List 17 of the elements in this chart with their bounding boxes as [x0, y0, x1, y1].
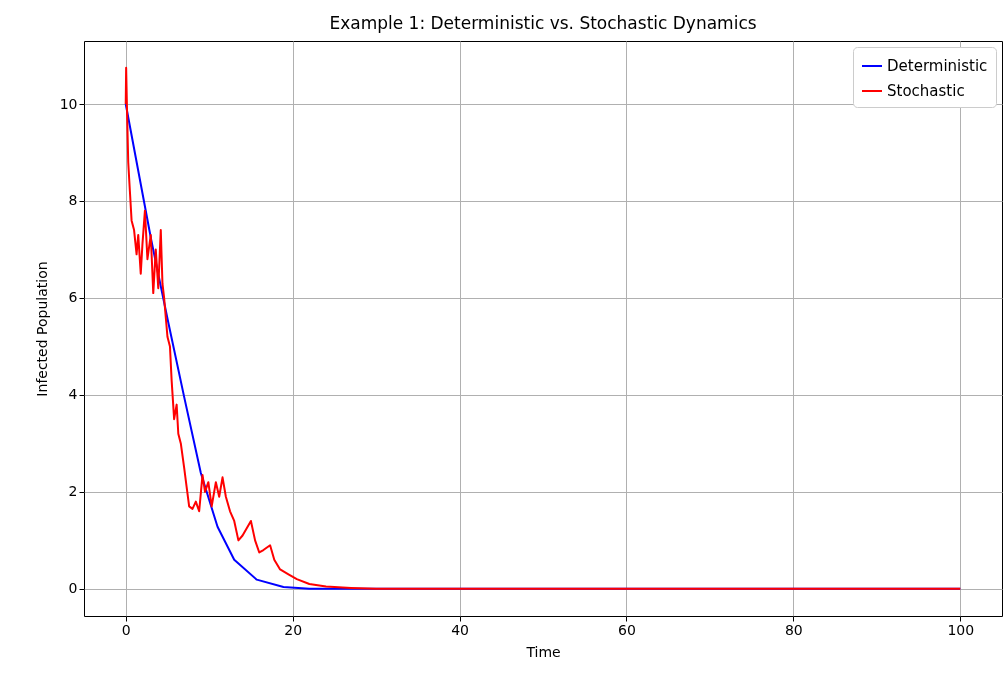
legend-label: Deterministic [887, 57, 988, 75]
x-axis-title: Time [525, 643, 561, 660]
y-tick-label: 6 [68, 289, 78, 306]
x-tick-label: 60 [618, 621, 636, 638]
x-tick-label: 20 [284, 621, 303, 638]
legend-label: Stochastic [887, 82, 965, 100]
y-tick-label: 10 [59, 95, 78, 112]
x-tick-label: 80 [784, 621, 803, 638]
y-tick-label: 4 [68, 386, 78, 403]
x-tick-label: 100 [947, 621, 975, 638]
chart-title: Example 1: Deterministic vs. Stochastic Dynamics [329, 13, 757, 33]
y-tick-label: 8 [68, 192, 78, 209]
x-tick-label: 40 [451, 621, 469, 638]
y-tick-label: 2 [68, 483, 78, 500]
y-tick-label: 0 [68, 580, 78, 597]
x-tick-label: 0 [121, 621, 131, 638]
y-axis-title: Infected Population [33, 261, 50, 397]
